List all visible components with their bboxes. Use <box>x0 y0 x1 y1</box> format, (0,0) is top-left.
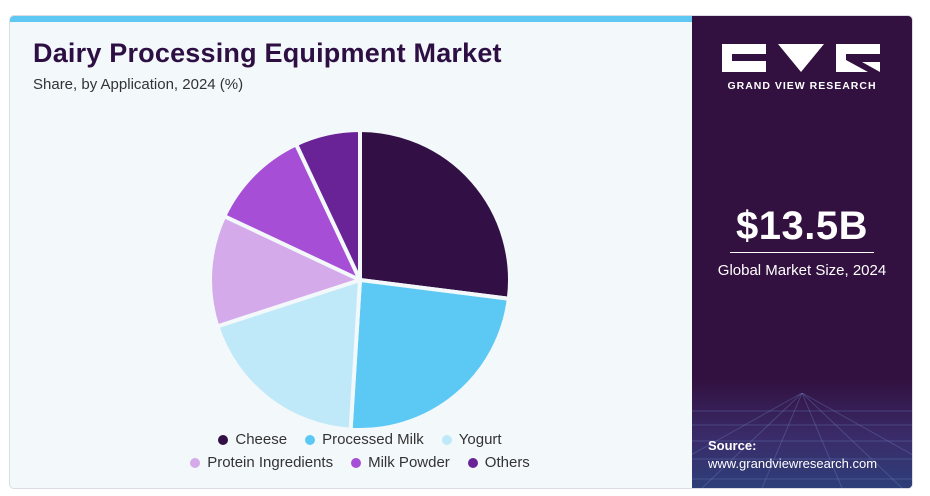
accent-bar <box>10 16 692 22</box>
legend-label: Protein Ingredients <box>207 454 334 471</box>
gvr-logo-icon <box>722 44 880 72</box>
legend-label: Processed Milk <box>322 431 424 448</box>
legend-row: Protein Ingredients Milk Powder Others <box>150 451 570 474</box>
brand-name: GRAND VIEW RESEARCH <box>727 80 877 92</box>
pie-slice-cheese[interactable] <box>358 128 512 301</box>
pie-slice-processed-milk[interactable] <box>348 278 511 432</box>
pie-slice-others[interactable] <box>294 128 362 282</box>
pie-slice-protein-ingredients[interactable] <box>208 214 362 329</box>
legend-item-others[interactable]: Others <box>467 454 530 471</box>
legend-label: Milk Powder <box>368 454 450 471</box>
market-size-value: $13.5B <box>736 204 868 248</box>
legend-item-yogurt[interactable]: Yogurt <box>441 431 502 448</box>
legend-row: Cheese Processed Milk Yogurt <box>150 428 570 451</box>
legend-swatch <box>351 457 362 468</box>
legend-swatch <box>305 434 316 445</box>
legend-swatch <box>467 457 478 468</box>
legend-label: Others <box>484 454 530 471</box>
pie-slice-yogurt[interactable] <box>215 278 362 432</box>
source-label: Source: <box>708 438 757 453</box>
legend-label: Yogurt <box>458 431 502 448</box>
info-sidebar: GRAND VIEW RESEARCH $13.5B Global Market… <box>692 16 912 488</box>
legend-item-milk-powder[interactable]: Milk Powder <box>351 454 450 471</box>
legend-swatch <box>190 457 201 468</box>
chart-title: Dairy Processing Equipment Market <box>33 38 502 68</box>
legend-swatch <box>218 434 229 445</box>
pie-chart <box>208 128 512 432</box>
chart-subtitle: Share, by Application, 2024 (%) <box>33 76 244 93</box>
chart-card: Dairy Processing Equipment Market Share,… <box>9 15 913 489</box>
legend-swatch <box>441 434 452 445</box>
sidebar-glow <box>692 378 912 488</box>
legend-item-protein-ingredients[interactable]: Protein Ingredients <box>190 454 333 471</box>
grid-decoration <box>692 393 912 488</box>
chart-legend: Cheese Processed Milk Yogurt Protein Ingred… <box>150 428 570 474</box>
market-size-label: Global Market Size, 2024 <box>717 262 887 279</box>
legend-item-processed-milk[interactable]: Processed Milk <box>305 431 424 448</box>
legend-item-cheese[interactable]: Cheese <box>218 431 287 448</box>
legend-label: Cheese <box>235 431 288 448</box>
source-url[interactable]: www.grandviewresearch.com <box>708 456 878 471</box>
pie-slice-milk-powder[interactable] <box>222 142 362 282</box>
market-size-divider <box>730 252 874 253</box>
